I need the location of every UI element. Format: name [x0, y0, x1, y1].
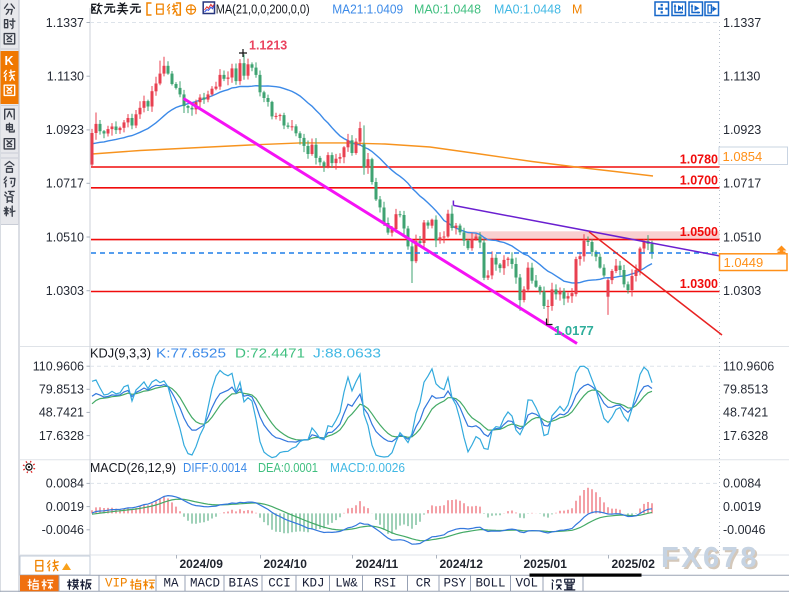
svg-text:0.0084: 0.0084 [723, 477, 761, 491]
svg-text:BIAS: BIAS [228, 577, 258, 591]
svg-text:CR: CR [416, 577, 432, 591]
svg-text:110.9606: 110.9606 [723, 360, 774, 374]
svg-text:VIP: VIP [105, 577, 128, 591]
svg-text:1.0177: 1.0177 [554, 323, 594, 338]
svg-text:1.0449: 1.0449 [724, 255, 764, 270]
svg-text:-0.0046: -0.0046 [42, 523, 84, 537]
svg-text:FX678: FX678 [663, 544, 761, 576]
svg-text:2025/01: 2025/01 [524, 557, 568, 571]
svg-text:79.8513: 79.8513 [39, 383, 84, 397]
svg-text:17.6328: 17.6328 [723, 429, 768, 443]
svg-text:1.0923: 1.0923 [723, 123, 761, 137]
svg-text:KDJ: KDJ [302, 577, 325, 591]
svg-text:2024/11: 2024/11 [356, 557, 399, 571]
svg-text:1.0303: 1.0303 [46, 284, 84, 298]
svg-text:1.0717: 1.0717 [723, 177, 761, 191]
svg-text:K: K [5, 54, 14, 68]
svg-text:DIFF:0.0014: DIFF:0.0014 [183, 461, 247, 475]
svg-text:1.0510: 1.0510 [723, 230, 761, 244]
svg-text:1.1130: 1.1130 [723, 70, 760, 84]
svg-text:MA: MA [163, 577, 179, 591]
svg-text:DEA:0.0001: DEA:0.0001 [258, 461, 318, 475]
svg-text:0.0019: 0.0019 [723, 500, 761, 514]
svg-text:MACD:0.0026: MACD:0.0026 [330, 461, 405, 475]
svg-text:J:88.0633: J:88.0633 [313, 347, 381, 361]
svg-text:2024/10: 2024/10 [264, 557, 308, 571]
svg-text:79.8513: 79.8513 [723, 383, 768, 397]
svg-text:0.0084: 0.0084 [46, 477, 84, 491]
svg-text:17.6328: 17.6328 [39, 429, 84, 443]
svg-text:KDJ(9,3,3): KDJ(9,3,3) [90, 347, 151, 361]
svg-text:MACD: MACD [190, 577, 220, 591]
svg-text:1.1337: 1.1337 [46, 16, 84, 30]
svg-text:1.1130: 1.1130 [47, 70, 84, 84]
svg-text:LW&: LW& [335, 577, 358, 591]
svg-text:MA0:1.0448: MA0:1.0448 [494, 3, 561, 17]
svg-text:1.0300: 1.0300 [680, 277, 718, 291]
svg-text:2025/02: 2025/02 [612, 557, 656, 571]
svg-text:MA21:1.0409: MA21:1.0409 [332, 3, 403, 17]
svg-text:48.7421: 48.7421 [723, 406, 768, 420]
svg-text:CCI: CCI [268, 577, 291, 591]
svg-text:1.0717: 1.0717 [46, 177, 84, 191]
svg-text:48.7421: 48.7421 [39, 406, 84, 420]
svg-text:1.1213: 1.1213 [249, 39, 287, 53]
svg-text:K:77.6525: K:77.6525 [156, 347, 226, 361]
svg-text:PSY: PSY [444, 577, 467, 591]
svg-text:1.0500: 1.0500 [680, 225, 718, 239]
svg-text:-0.0046: -0.0046 [723, 523, 765, 537]
svg-text:BOLL: BOLL [475, 577, 505, 591]
svg-text:1.0510: 1.0510 [46, 230, 84, 244]
svg-text:1.0854: 1.0854 [723, 149, 763, 164]
svg-text:MA0:1.0448: MA0:1.0448 [414, 3, 481, 17]
svg-text:0.0019: 0.0019 [46, 500, 84, 514]
svg-text:2024/12: 2024/12 [440, 557, 484, 571]
svg-text:FX678: FX678 [661, 542, 759, 574]
svg-text:1.0700: 1.0700 [680, 173, 718, 187]
svg-text:VOL: VOL [516, 577, 539, 591]
svg-text:RSI: RSI [374, 577, 397, 591]
svg-text:D:72.4471: D:72.4471 [235, 347, 305, 361]
svg-text:2024/09: 2024/09 [180, 557, 224, 571]
svg-text:MACD(26,12,9): MACD(26,12,9) [90, 461, 176, 475]
svg-text:1.0923: 1.0923 [46, 123, 84, 137]
svg-text:1.0780: 1.0780 [680, 153, 718, 167]
svg-text:110.9606: 110.9606 [33, 360, 84, 374]
svg-text:M: M [572, 3, 582, 17]
svg-text:1.1337: 1.1337 [723, 16, 761, 30]
svg-text:MA(21,0,0,200,0,0): MA(21,0,0,200,0,0) [216, 3, 310, 17]
svg-text:1.0303: 1.0303 [723, 284, 761, 298]
